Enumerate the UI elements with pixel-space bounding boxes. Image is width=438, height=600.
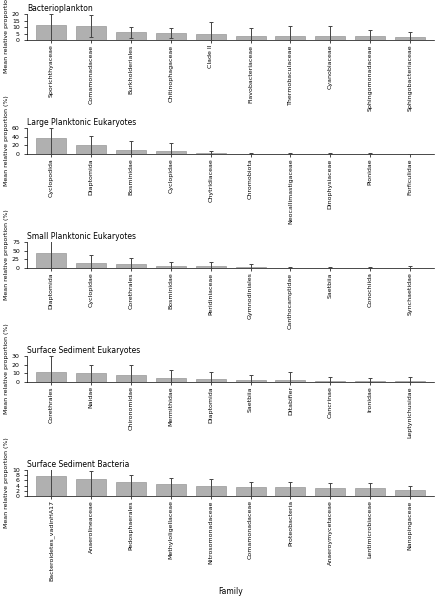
Bar	[355, 381, 385, 382]
Bar	[315, 381, 345, 382]
Bar	[355, 37, 385, 40]
Bar	[156, 378, 186, 382]
Bar	[196, 485, 226, 496]
Bar	[276, 487, 305, 496]
Text: Small Planktonic Eukaryotes: Small Planktonic Eukaryotes	[28, 232, 137, 241]
Bar	[196, 153, 226, 154]
Bar	[76, 263, 106, 268]
Bar	[236, 36, 265, 40]
Bar	[395, 37, 425, 40]
Bar	[116, 150, 146, 154]
Bar	[116, 32, 146, 40]
Bar	[236, 380, 265, 382]
Y-axis label: Mean relative proportion (%): Mean relative proportion (%)	[4, 96, 9, 187]
Bar	[76, 373, 106, 382]
Bar	[36, 253, 66, 268]
Bar	[276, 36, 305, 40]
Bar	[76, 145, 106, 154]
Bar	[156, 266, 186, 268]
Bar	[36, 373, 66, 382]
Bar	[315, 37, 345, 40]
Y-axis label: Mean relative proportion (%): Mean relative proportion (%)	[4, 323, 9, 415]
Bar	[355, 488, 385, 496]
Bar	[116, 482, 146, 496]
Bar	[315, 488, 345, 496]
Bar	[196, 34, 226, 40]
Bar	[236, 487, 265, 496]
Bar	[116, 263, 146, 268]
Bar	[76, 26, 106, 40]
Bar	[196, 379, 226, 382]
Text: Surface Sediment Eukaryotes: Surface Sediment Eukaryotes	[28, 346, 141, 355]
Bar	[36, 476, 66, 496]
Bar	[36, 137, 66, 154]
Bar	[116, 375, 146, 382]
Bar	[276, 380, 305, 382]
Bar	[395, 381, 425, 382]
Bar	[156, 151, 186, 154]
Bar	[156, 484, 186, 496]
Bar	[395, 490, 425, 496]
Bar	[156, 33, 186, 40]
Bar	[236, 267, 265, 268]
Y-axis label: Mean relative proportion (%): Mean relative proportion (%)	[4, 0, 9, 73]
Text: Surface Sediment Bacteria: Surface Sediment Bacteria	[28, 460, 130, 469]
Bar	[196, 266, 226, 268]
Bar	[76, 479, 106, 496]
Y-axis label: Mean relative proportion (%): Mean relative proportion (%)	[4, 437, 9, 528]
Text: Large Planktonic Eukaryotes: Large Planktonic Eukaryotes	[28, 118, 137, 127]
Text: Bacterioplankton: Bacterioplankton	[28, 4, 93, 13]
X-axis label: Family: Family	[218, 587, 243, 596]
Bar	[36, 25, 66, 40]
Y-axis label: Mean relative proportion (%): Mean relative proportion (%)	[4, 209, 9, 301]
